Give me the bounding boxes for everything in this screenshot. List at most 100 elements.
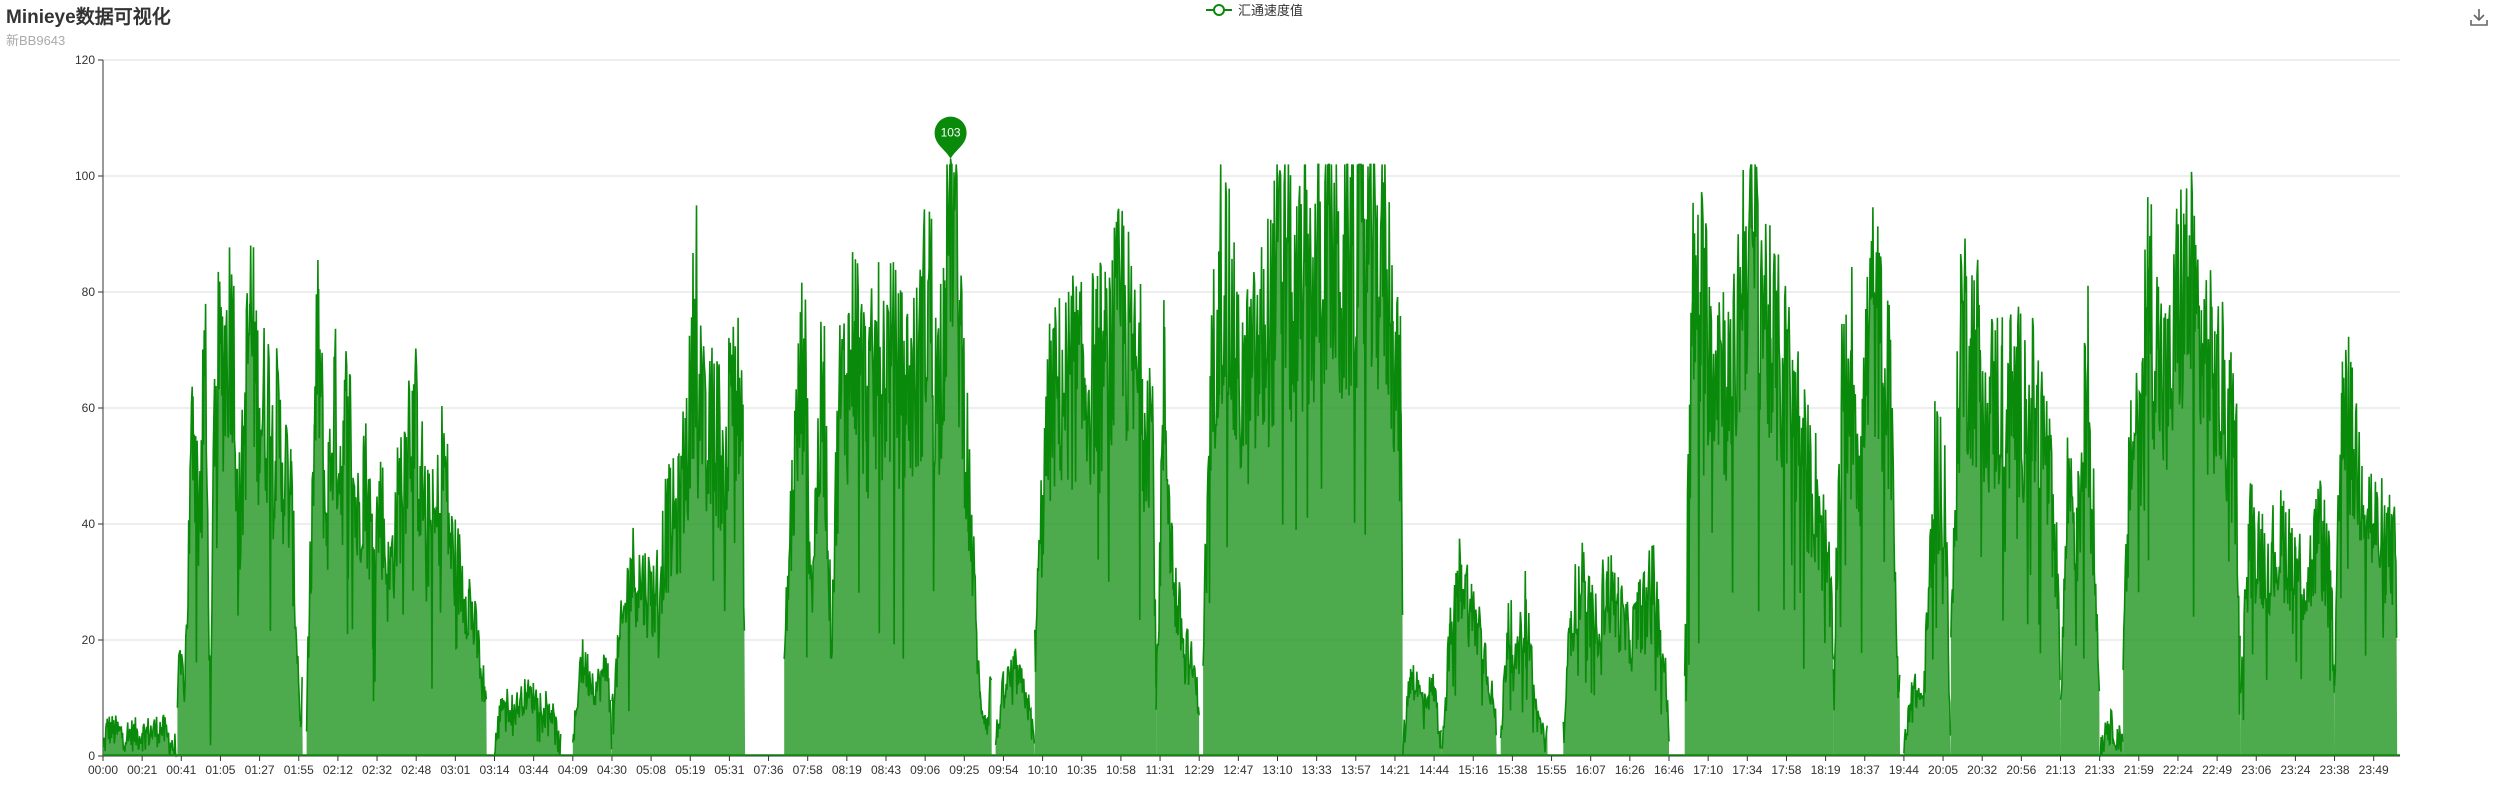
x-tick-label: 15:16 (1458, 763, 1488, 777)
x-tick-label: 01:55 (284, 763, 314, 777)
y-tick-label: 40 (82, 517, 96, 531)
series-area-segment (1156, 300, 1200, 756)
x-tick-label: 01:05 (205, 763, 235, 777)
x-tick-label: 00:00 (88, 763, 118, 777)
series-line-segment (1155, 300, 1200, 716)
series-area-segment (1684, 164, 1834, 756)
x-tick-label: 20:05 (1928, 763, 1958, 777)
series-line-segment (572, 639, 613, 750)
x-tick-label: 13:10 (1262, 763, 1292, 777)
series-line-segment (2333, 336, 2398, 687)
series-area-segment (1402, 665, 1442, 756)
x-tick-label: 04:30 (597, 763, 627, 777)
x-tick-label: 03:14 (479, 763, 509, 777)
legend-marker-icon (1206, 3, 1232, 16)
series-area-segment (2334, 336, 2398, 756)
series-line-segment (1562, 542, 1670, 744)
x-tick-label: 07:58 (793, 763, 823, 777)
x-tick-label: 16:46 (1654, 763, 1684, 777)
y-tick-label: 60 (82, 401, 96, 415)
x-tick-label: 02:32 (362, 763, 392, 777)
legend-label: 汇通速度值 (1238, 3, 1304, 18)
x-tick-label: 08:19 (832, 763, 862, 777)
series-line-segment (1499, 570, 1548, 753)
x-tick-label: 22:49 (2202, 763, 2232, 777)
series-area-segment (1903, 401, 1951, 756)
series-line-segment (2059, 285, 2101, 700)
x-tick-label: 00:41 (166, 763, 196, 777)
series-area-segment (2060, 285, 2100, 756)
x-tick-label: 14:44 (1419, 763, 1449, 777)
series-area-segment (1833, 207, 1900, 757)
series-line-segment (1903, 401, 1952, 754)
series-line-segment (1950, 238, 2061, 681)
x-tick-label: 05:31 (714, 763, 744, 777)
x-tick-label: 20:56 (2006, 763, 2036, 777)
x-tick-label: 16:26 (1615, 763, 1645, 777)
series-area-segment (177, 245, 303, 756)
x-tick-label: 23:06 (2241, 763, 2271, 777)
x-tick-label: 02:48 (401, 763, 431, 777)
x-tick-label: 18:19 (1811, 763, 1841, 777)
y-tick-label: 120 (75, 53, 95, 67)
series-line-segment (1034, 208, 1157, 688)
series-area-segment (1563, 542, 1669, 756)
x-tick-label: 11:31 (1145, 763, 1174, 777)
y-tick-label: 0 (88, 749, 95, 763)
x-tick-label: 09:06 (910, 763, 940, 777)
y-tick-label: 100 (75, 169, 95, 183)
series-line-segment (176, 245, 303, 746)
series-line-segment (305, 259, 488, 732)
x-tick-label: 17:58 (1771, 763, 1801, 777)
x-tick-label: 12:29 (1184, 763, 1214, 777)
series-line-segment (1441, 538, 1497, 750)
x-tick-label: 13:57 (1341, 763, 1371, 777)
series-line-segment (2122, 171, 2241, 715)
series-area-segment (995, 648, 1035, 756)
x-tick-label: 05:08 (636, 763, 666, 777)
x-tick-label: 21:59 (2124, 763, 2154, 777)
x-tick-label: 15:38 (1497, 763, 1527, 777)
x-tick-label: 20:32 (1967, 763, 1997, 777)
series-area-segment (103, 714, 178, 756)
x-tick-label: 18:37 (1850, 763, 1880, 777)
series-line-segment (102, 714, 178, 758)
chart-subtitle: 新BB9643 (6, 33, 66, 48)
series-line-segment (994, 648, 1036, 745)
series-area-segment (612, 205, 746, 756)
x-tick-label: 17:34 (1732, 763, 1762, 777)
x-tick-label: 15:55 (1537, 763, 1567, 777)
x-tick-label: 21:13 (2045, 763, 2075, 777)
x-tick-label: 10:35 (1067, 763, 1097, 777)
x-tick-label: 05:19 (675, 763, 705, 777)
x-tick-label: 00:21 (127, 763, 157, 777)
x-tick-label: 03:44 (519, 763, 549, 777)
series-line-segment (2099, 707, 2124, 757)
series-line-segment (2239, 480, 2336, 721)
y-tick-label: 20 (82, 633, 96, 647)
x-tick-label: 01:27 (245, 763, 275, 777)
series-line-segment (783, 158, 993, 735)
x-tick-label: 21:33 (2085, 763, 2115, 777)
series-line-segment (1683, 164, 1835, 702)
max-point-pin (934, 116, 967, 159)
download-icon[interactable] (2468, 6, 2490, 28)
x-tick-label: 02:12 (323, 763, 353, 777)
series-line-segment (611, 205, 746, 735)
x-tick-label: 03:01 (440, 763, 470, 777)
x-tick-label: 08:43 (871, 763, 901, 777)
x-tick-label: 22:24 (2163, 763, 2193, 777)
y-tick-label: 80 (82, 285, 96, 299)
legend[interactable]: 汇通速度值 (1206, 0, 1303, 19)
series-area-segment (784, 158, 992, 757)
x-tick-label: 23:49 (2359, 763, 2389, 777)
x-tick-label: 23:24 (2280, 763, 2310, 777)
x-tick-label: 10:58 (1106, 763, 1136, 777)
x-tick-label: 07:36 (754, 763, 784, 777)
x-tick-label: 09:25 (949, 763, 979, 777)
series-line-segment (1832, 207, 1901, 711)
x-tick-label: 09:54 (988, 763, 1018, 777)
series-area-segment (494, 679, 562, 756)
x-tick-label: 16:07 (1576, 763, 1606, 777)
